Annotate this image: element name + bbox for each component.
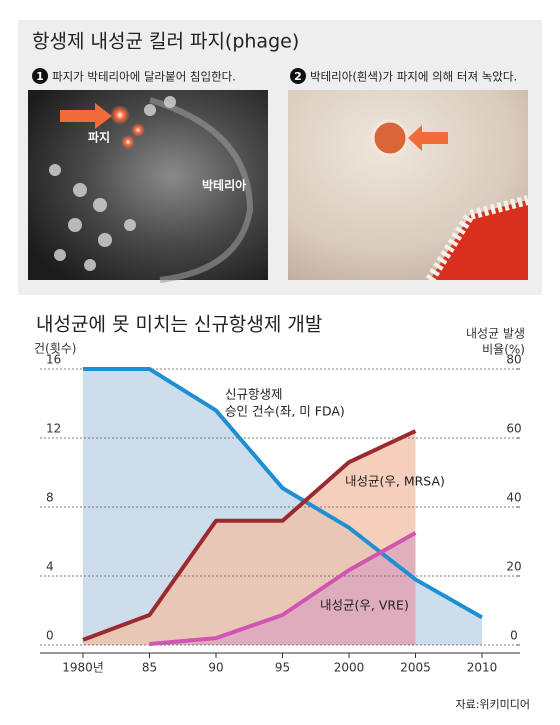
cell-wall <box>149 97 254 283</box>
series-label: 신규항생제 <box>225 387 283 402</box>
y-tick-label: 0 <box>46 629 54 643</box>
photo-label: 파지 <box>88 130 110 145</box>
y2-tick-label: 80 <box>506 353 521 367</box>
y-tick-label: 4 <box>46 560 54 574</box>
arrow <box>408 125 448 151</box>
y2-tick-label: 60 <box>506 422 521 436</box>
series-line <box>82 429 417 642</box>
phage-heads <box>49 96 176 271</box>
y2-axis-label: 비율(%) <box>482 343 525 357</box>
x-tick-label: 2000 <box>334 661 365 675</box>
phage-dot <box>131 123 145 137</box>
red-area <box>430 200 528 280</box>
chart-title: 내성균에 못 미치는 신규항생제 개발 <box>36 314 322 336</box>
series-label: 내성균(우, VRE) <box>320 598 409 613</box>
x-tick-label: 1980년 <box>62 661 104 675</box>
y2-tick-label: 20 <box>506 560 521 574</box>
x-tick-label: 90 <box>208 661 223 675</box>
photo-label: 박테리아 <box>202 178 246 193</box>
lysis-spot <box>371 119 409 157</box>
series-label: 내성균(우, MRSA) <box>345 474 445 489</box>
y-tick-label: 8 <box>46 491 54 505</box>
photo-bacteria <box>288 90 530 283</box>
x-tick-label: 2005 <box>400 661 431 675</box>
area <box>149 532 416 645</box>
badge-number: 2 <box>294 70 302 83</box>
badge-number: 1 <box>36 70 44 83</box>
source: 자료:위키미디어 <box>455 698 530 711</box>
badge <box>290 68 306 84</box>
y-axis-label: 건(횟수) <box>34 342 76 356</box>
caption: 파지가 박테리아에 달라붙어 침입한다. <box>52 70 236 84</box>
lines <box>82 367 483 646</box>
y-tick-label: 16 <box>46 353 61 367</box>
arrow <box>60 103 112 129</box>
y2-tick-label: 0 <box>510 629 518 643</box>
x-tick-label: 95 <box>275 661 290 675</box>
x-tick-label: 2010 <box>467 661 498 675</box>
photo-phage: 파지 박테리아 <box>28 90 268 283</box>
badge <box>32 68 48 84</box>
series-line <box>149 531 417 646</box>
series-line <box>83 367 483 620</box>
series-label: 승인 건수(좌, 미 FDA) <box>225 404 345 419</box>
y2-tick-label: 40 <box>506 491 521 505</box>
x-tick-label: 85 <box>142 661 157 675</box>
caption: 박테리아(흰색)가 파지에 의해 터져 녹았다. <box>310 70 517 84</box>
y-tick-label: 12 <box>46 422 61 436</box>
phage-dot <box>121 135 135 149</box>
y2-axis-label: 내성균 발생 <box>466 327 525 341</box>
header-title: 항생제 내성균 킬러 파지(phage) <box>32 31 299 53</box>
phage-dot <box>110 105 130 125</box>
